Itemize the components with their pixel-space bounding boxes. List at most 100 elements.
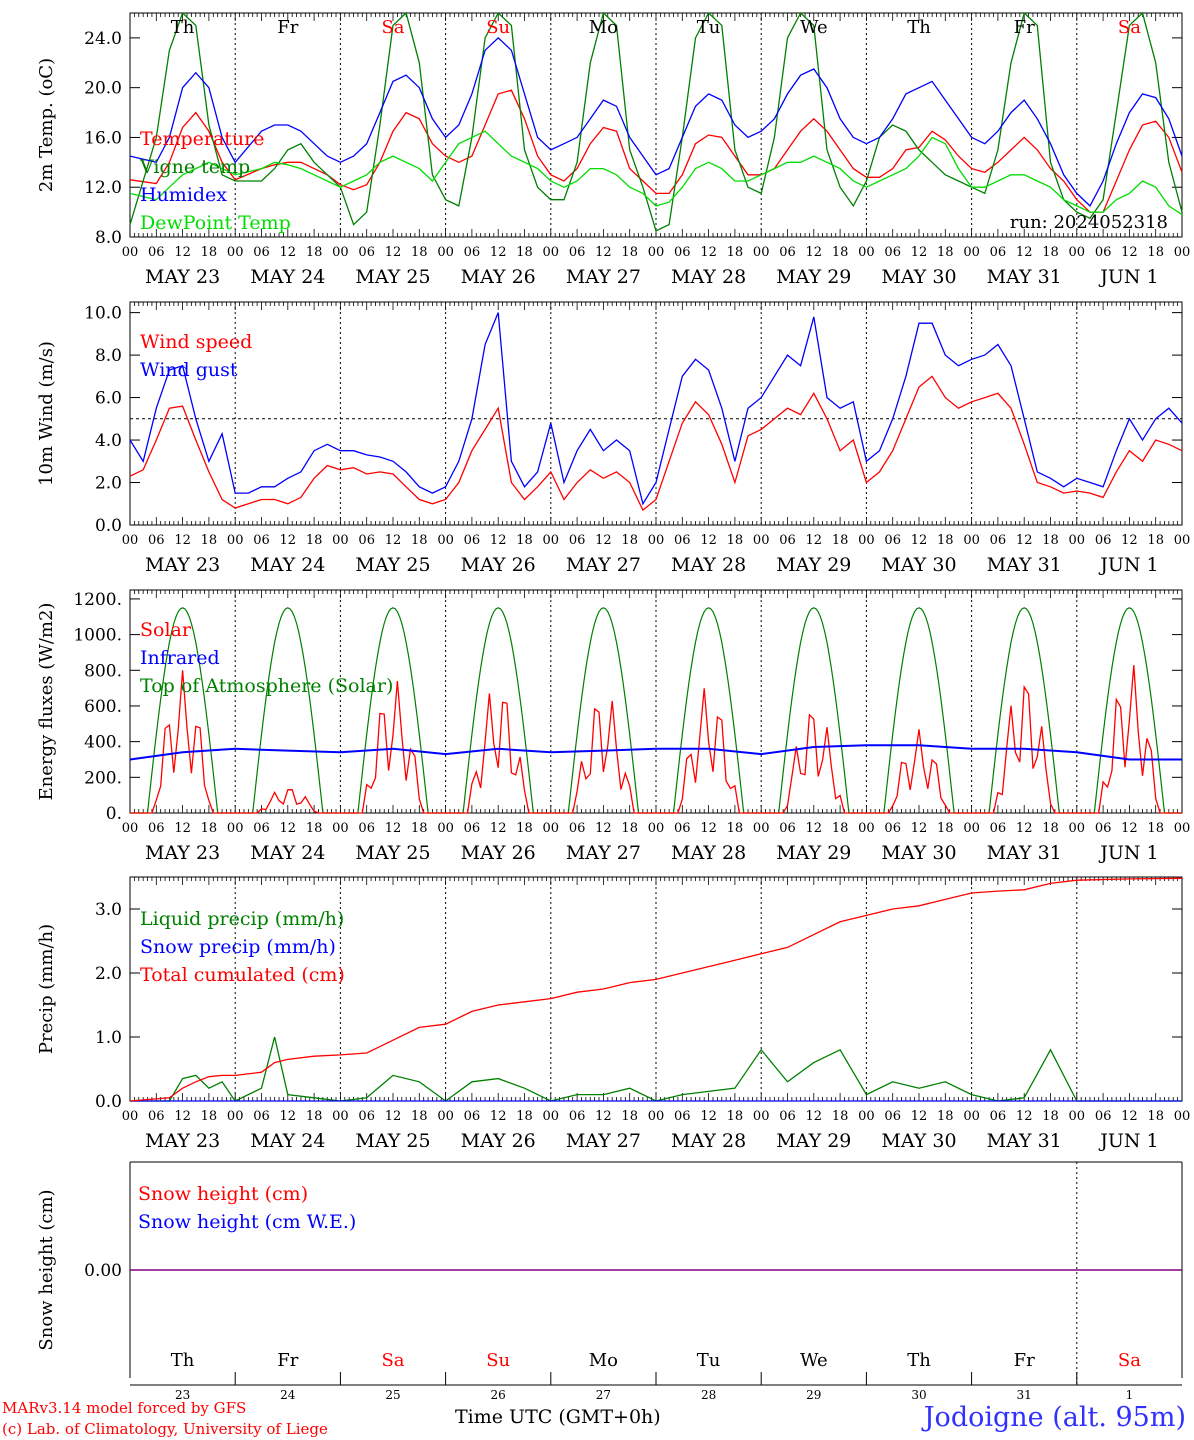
hour-tick-label: 18 <box>727 245 744 260</box>
hour-tick-label: 12 <box>1121 1109 1138 1124</box>
hour-tick-label: 18 <box>306 533 323 548</box>
date-label: MAY 31 <box>987 1130 1062 1152</box>
date-label: JUN 1 <box>1098 554 1158 576</box>
hour-tick-label: 00 <box>753 533 770 548</box>
weekday-label: Tu <box>697 17 721 38</box>
hour-tick-label: 00 <box>437 533 454 548</box>
hour-tick-label: 00 <box>227 821 244 836</box>
hour-tick-label: 06 <box>674 821 691 836</box>
date-label: MAY 27 <box>566 266 641 288</box>
legend-entry: Snow height (cm) <box>138 1183 308 1205</box>
hour-tick-label: 06 <box>569 245 586 260</box>
hour-tick-label: 18 <box>411 821 428 836</box>
y-tick-label: 24.0 <box>84 29 122 49</box>
hour-tick-label: 18 <box>621 245 638 260</box>
day-number-label: 31 <box>1017 1388 1032 1400</box>
hour-tick-label: 00 <box>648 533 665 548</box>
hour-tick-label: 00 <box>753 821 770 836</box>
date-label: MAY 26 <box>461 1130 536 1152</box>
series-line-wind-gust <box>129 312 1183 506</box>
hour-tick-label: 06 <box>569 533 586 548</box>
weekday-label: Fr <box>277 17 298 38</box>
weekday-label: Su <box>486 1350 510 1371</box>
hour-tick-label: 06 <box>569 1109 586 1124</box>
hour-tick-label: 00 <box>858 533 875 548</box>
hour-tick-label: 00 <box>122 245 139 260</box>
legend-entry: Temperature <box>140 128 264 150</box>
legend-entry: Solar <box>140 619 192 641</box>
y-tick-label: 800. <box>84 661 122 681</box>
hour-tick-label: 06 <box>358 245 375 260</box>
hour-tick-label: 06 <box>1095 1109 1112 1124</box>
weekday-label: Fr <box>277 1350 298 1371</box>
y-tick-label: 4.0 <box>95 431 122 451</box>
model-credit: MARv3.14 model forced by GFS <box>2 1399 247 1417</box>
hour-tick-label: 18 <box>937 245 954 260</box>
date-label: MAY 31 <box>987 554 1062 576</box>
legend-entry: Humidex <box>140 184 227 206</box>
hour-tick-label: 06 <box>569 821 586 836</box>
hour-tick-label: 12 <box>595 821 612 836</box>
hour-tick-label: 18 <box>621 1109 638 1124</box>
hour-tick-label: 12 <box>385 821 402 836</box>
hour-tick-label: 18 <box>832 821 849 836</box>
hour-tick-label: 00 <box>543 1109 560 1124</box>
copyright-credit: (c) Lab. of Climatology, University of L… <box>2 1420 328 1438</box>
date-label: MAY 30 <box>881 266 956 288</box>
hour-tick-label: 12 <box>595 533 612 548</box>
date-label: MAY 29 <box>776 266 851 288</box>
legend-entry: Top of Atmosphere (Solar) <box>140 675 393 697</box>
y-axis-label: Energy fluxes (W/m2) <box>36 603 57 801</box>
date-label: MAY 23 <box>145 554 220 576</box>
weekday-label: Sa <box>381 1350 404 1371</box>
hour-tick-label: 18 <box>306 821 323 836</box>
hour-tick-label: 18 <box>1147 1109 1164 1124</box>
hour-tick-label: 00 <box>963 533 980 548</box>
hour-tick-label: 00 <box>1174 245 1191 260</box>
hour-tick-label: 18 <box>727 821 744 836</box>
hour-tick-label: 12 <box>1016 245 1033 260</box>
date-label: MAY 30 <box>881 554 956 576</box>
hour-tick-label: 06 <box>148 245 165 260</box>
y-tick-label: 400. <box>84 733 122 753</box>
hour-tick-label: 00 <box>437 821 454 836</box>
date-label: MAY 29 <box>776 1130 851 1152</box>
hour-tick-label: 12 <box>490 245 507 260</box>
day-number-label: 27 <box>596 1388 611 1400</box>
y-tick-label: 16.0 <box>84 128 122 148</box>
legend-entry: Snow height (cm W.E.) <box>138 1211 356 1233</box>
y-tick-label: 0.0 <box>95 1092 122 1112</box>
y-tick-label: 2.0 <box>95 964 122 984</box>
weekday-label: Mo <box>589 17 618 38</box>
day-number-label: 24 <box>280 1388 296 1400</box>
weekday-label: Sa <box>1118 1350 1141 1371</box>
hour-tick-label: 00 <box>543 533 560 548</box>
date-label: MAY 25 <box>355 554 430 576</box>
hour-tick-label: 00 <box>332 821 349 836</box>
series-line-humidex <box>129 37 1183 207</box>
date-label: MAY 24 <box>250 842 325 864</box>
date-label: JUN 1 <box>1098 1130 1158 1152</box>
hour-tick-label: 00 <box>227 1109 244 1124</box>
hour-tick-label: 06 <box>464 245 481 260</box>
hour-tick-label: 12 <box>174 1109 191 1124</box>
y-tick-label: 8.0 <box>95 346 122 366</box>
y-tick-label: 0.00 <box>84 1261 122 1281</box>
series-line-wind-speed <box>129 375 1183 512</box>
hour-tick-label: 12 <box>1121 533 1138 548</box>
hour-tick-label: 18 <box>201 1109 218 1124</box>
hour-tick-label: 18 <box>1042 1109 1059 1124</box>
weekday-label: Fr <box>1014 1350 1035 1371</box>
hour-tick-label: 06 <box>253 821 270 836</box>
hour-tick-label: 00 <box>648 1109 665 1124</box>
weekday-label: Sa <box>381 17 404 38</box>
y-tick-label: 8.0 <box>95 228 122 248</box>
hour-tick-label: 06 <box>990 245 1007 260</box>
y-tick-label: 20.0 <box>84 79 122 99</box>
hour-tick-label: 12 <box>911 821 928 836</box>
legend-entry: Total cumulated (cm) <box>140 964 345 986</box>
hour-tick-label: 12 <box>174 821 191 836</box>
hour-tick-label: 00 <box>1069 1109 1086 1124</box>
day-number-label: 1 <box>1126 1388 1134 1400</box>
date-label: MAY 26 <box>461 554 536 576</box>
